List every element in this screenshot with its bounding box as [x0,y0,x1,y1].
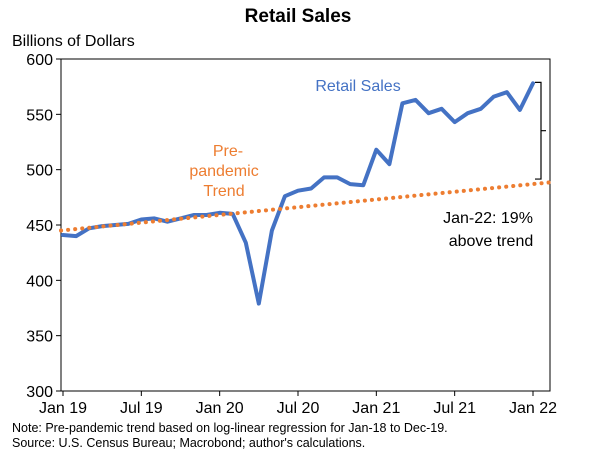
y-tick-label: 600 [26,52,53,69]
retail-sales-series-label: Retail Sales [315,78,400,95]
y-tick-label: 350 [26,329,53,346]
x-tick-label: Jan 19 [39,400,87,417]
y-axis: 300 350 400 450 500 550 600 [26,52,61,401]
chart-title: Retail Sales [245,6,352,27]
bracket-annotation-label: Jan-22: 19% above trend [443,210,533,250]
y-tick-label: 500 [26,163,53,180]
x-tick-label: Jan 20 [196,400,244,417]
y-tick-label: 550 [26,107,53,124]
y-axis-label: Billions of Dollars [12,33,135,50]
bracket-label-line: Jan-22: 19% [443,210,533,227]
x-tick-label: Jul 20 [277,400,320,417]
retail-sales-series-line [61,81,535,306]
bracket-label-line: above trend [449,233,534,250]
x-tick-label: Jan 22 [509,400,557,417]
trend-gap-bracket [535,81,546,180]
y-tick-label: 450 [26,218,53,235]
y-tick-label: 300 [26,384,53,401]
trend-label-line: pandemic [189,163,258,180]
chart-source: Source: U.S. Census Bureau; Macrobond; a… [12,436,365,450]
x-tick-label: Jul 21 [433,400,476,417]
chart-note: Note: Pre-pandemic trend based on log-li… [12,421,448,435]
series-layer [59,81,552,306]
x-tick-label: Jul 19 [120,400,163,417]
y-tick-label: 400 [26,273,53,290]
x-tick-label: Jan 21 [352,400,400,417]
trend-label-line: Pre- [213,143,243,160]
trend-label-line: Trend [203,183,244,200]
trend-series-label: Pre- pandemic Trend [189,143,258,200]
x-axis: Jan 19 Jul 19 Jan 20 Jul 20 Jan 21 Jul 21 Jan … [39,391,557,417]
